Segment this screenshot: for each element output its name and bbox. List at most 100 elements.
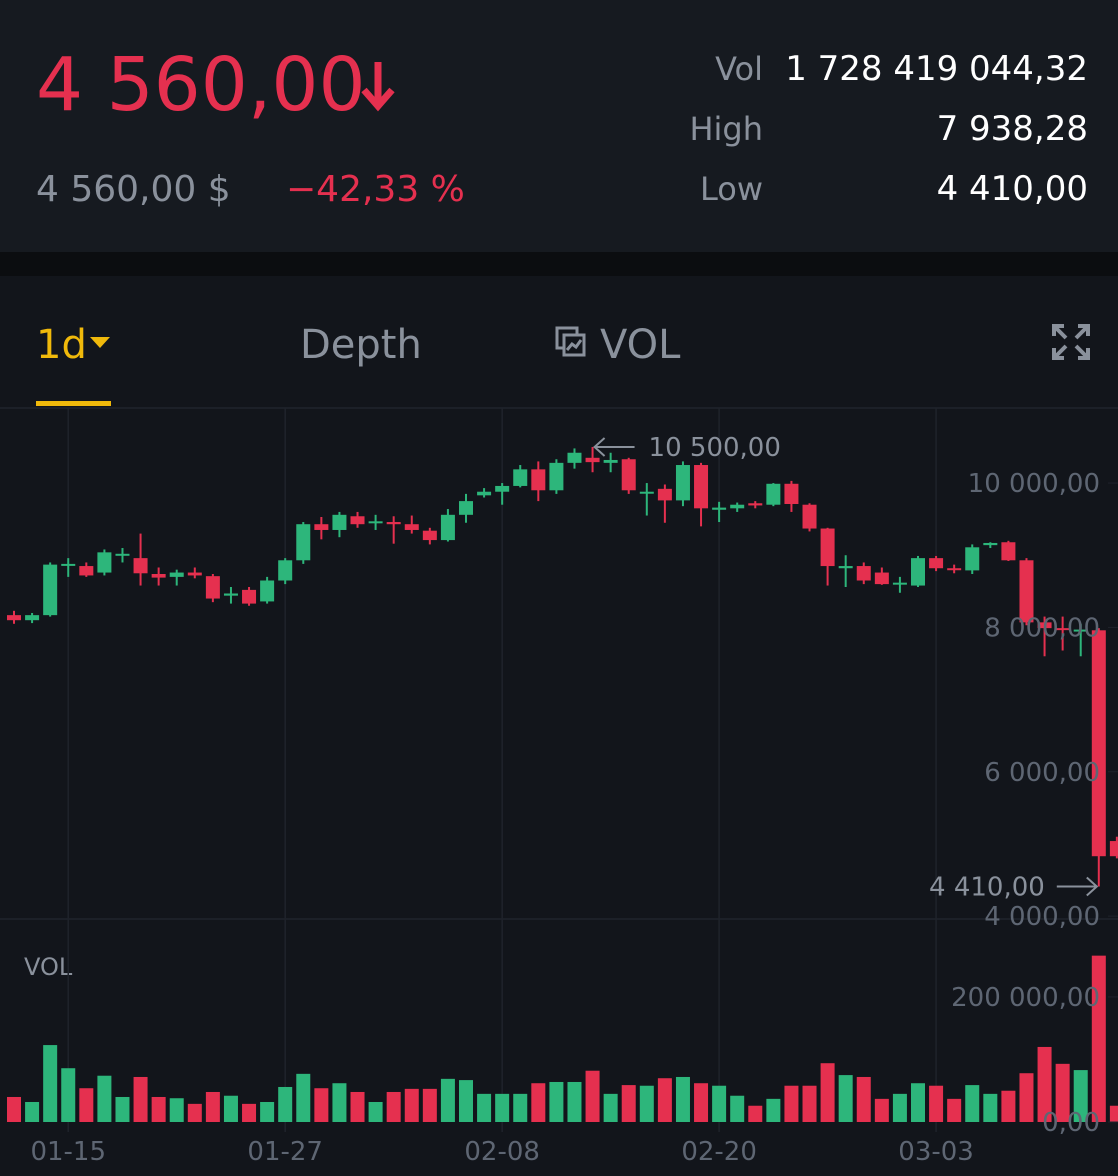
volume-bar xyxy=(422,1088,437,1122)
candle-body xyxy=(314,524,329,530)
volume-bar xyxy=(657,1078,672,1122)
candle-body xyxy=(766,483,781,505)
volume-bar xyxy=(965,1085,980,1122)
candle-body xyxy=(947,568,962,571)
volume-bar xyxy=(838,1075,853,1122)
volume-bar xyxy=(459,1080,473,1122)
vol-icon[interactable] xyxy=(555,326,586,357)
candle-body xyxy=(495,485,510,492)
candle-body xyxy=(1037,622,1052,629)
last-price: 4 560,00 xyxy=(36,42,366,128)
candle-body xyxy=(368,521,383,524)
volume-bar xyxy=(820,1063,835,1122)
chart-panel xyxy=(0,276,1118,1176)
candle-body xyxy=(459,501,473,515)
volume-bar xyxy=(856,1076,871,1122)
low-marker-label: 4 410,00 xyxy=(929,873,1045,903)
candle-body xyxy=(820,528,835,567)
x-tick-label: 01-15 xyxy=(30,1137,106,1167)
candle-body xyxy=(911,558,925,586)
volume-bar xyxy=(97,1075,112,1122)
candle-body xyxy=(1019,560,1034,623)
tab-interval[interactable]: 1d xyxy=(36,322,87,368)
candle-body xyxy=(892,582,907,585)
candle-body xyxy=(205,576,220,599)
candle-body xyxy=(567,452,582,463)
candle-body xyxy=(1109,841,1118,857)
candle-body xyxy=(585,457,600,463)
volume-bar xyxy=(187,1103,202,1122)
candle-body xyxy=(694,465,709,509)
stat-label: Vol xyxy=(715,50,763,88)
volume-bar xyxy=(911,1083,925,1122)
candle-body xyxy=(730,504,745,509)
volume-bar xyxy=(1091,955,1106,1122)
candle-body xyxy=(242,589,257,604)
candle-body xyxy=(929,558,944,569)
volume-bar xyxy=(1037,1046,1052,1122)
volume-bar xyxy=(61,1068,76,1122)
volume-bar xyxy=(603,1093,618,1122)
candle-body xyxy=(79,566,94,576)
volume-bar xyxy=(567,1081,582,1122)
volume-bar xyxy=(712,1085,727,1122)
volume-bar xyxy=(25,1101,40,1122)
candle-body xyxy=(332,514,347,530)
volume-bar xyxy=(1001,1090,1016,1122)
volume-bar xyxy=(332,1083,347,1122)
y-tick-label: 6 000,00 xyxy=(984,758,1100,788)
candle-body xyxy=(260,580,275,602)
volume-bar xyxy=(929,1085,944,1122)
volume-bar xyxy=(621,1085,636,1122)
volume-bar xyxy=(43,1045,58,1122)
vol-tick-label: 0,00 xyxy=(1042,1108,1100,1138)
stat-value: 1 728 419 044,32 xyxy=(785,49,1088,89)
volume-bar xyxy=(874,1098,889,1122)
volume-bar xyxy=(223,1095,238,1122)
fullscreen-icon[interactable] xyxy=(1052,324,1090,360)
volume-bar xyxy=(404,1088,419,1122)
candle-body xyxy=(187,572,202,576)
volume-bar xyxy=(296,1073,311,1122)
volume-bar xyxy=(79,1088,94,1122)
volume-bar xyxy=(531,1083,546,1122)
tab-vol[interactable]: VOL xyxy=(600,322,681,368)
volume-bar xyxy=(983,1093,998,1122)
volume-bar xyxy=(260,1101,275,1122)
volume-bar xyxy=(585,1070,600,1122)
candle-body xyxy=(639,491,654,494)
volume-bar xyxy=(513,1093,528,1122)
vol-tick-label: 200 000,00 xyxy=(951,983,1100,1013)
high-marker-head xyxy=(593,437,606,457)
candle-body xyxy=(133,558,148,574)
stat-value: 7 938,28 xyxy=(937,109,1088,149)
volume-label: VOL xyxy=(24,953,73,981)
x-tick-label: 02-08 xyxy=(464,1137,540,1167)
candle-body xyxy=(784,483,799,504)
candle-body xyxy=(1055,628,1070,631)
volume-bar xyxy=(784,1085,799,1122)
x-tick-label: 02-20 xyxy=(681,1137,757,1167)
candle-body xyxy=(748,503,763,506)
tab-depth[interactable]: Depth xyxy=(300,322,422,368)
volume-bar xyxy=(386,1091,401,1122)
volume-bar xyxy=(947,1098,962,1122)
volume-bar xyxy=(802,1085,817,1122)
candle-body xyxy=(422,530,437,541)
candle-body xyxy=(1001,542,1016,561)
down-arrow xyxy=(361,62,395,112)
volume-bar xyxy=(1073,1070,1088,1122)
candle-body xyxy=(983,542,998,546)
volume-bar xyxy=(1109,1105,1118,1122)
candle-body xyxy=(25,615,40,621)
high-marker-label: 10 500,00 xyxy=(649,433,781,463)
candle-body xyxy=(296,524,311,561)
volume-bar xyxy=(549,1081,564,1122)
volume-bar xyxy=(242,1103,257,1122)
price-change: −42,33 % xyxy=(286,169,465,210)
volume-bar xyxy=(730,1095,745,1122)
candle-body xyxy=(115,553,130,556)
candle-body xyxy=(278,560,293,581)
dropdown-caret[interactable] xyxy=(90,337,110,348)
